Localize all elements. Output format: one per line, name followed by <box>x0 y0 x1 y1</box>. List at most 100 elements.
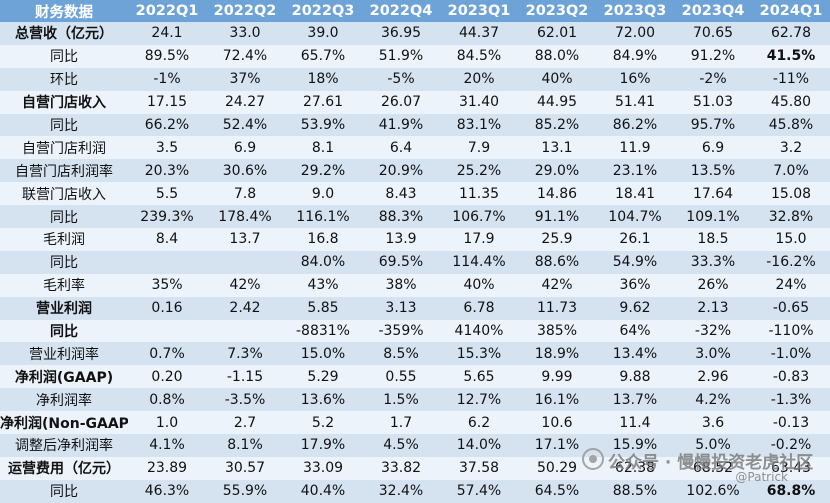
table-cell: -0.83 <box>752 365 830 389</box>
table-cell: 57.4% <box>440 479 518 503</box>
table-cell: -5% <box>362 67 440 91</box>
table-cell: 26% <box>674 273 752 297</box>
table-cell: 20.3% <box>128 159 206 183</box>
row-label: 同比 <box>0 250 128 274</box>
table-cell: 41.5% <box>752 44 830 68</box>
table-cell: 24% <box>752 273 830 297</box>
table-cell: 41.9% <box>362 113 440 137</box>
row-label: 净利润(Non-GAAP) <box>0 411 128 435</box>
row-label: 毛利率 <box>0 273 128 297</box>
table-cell: -11% <box>752 67 830 91</box>
table-cell: 3.6 <box>674 411 752 435</box>
table-cell: 5.5 <box>128 182 206 206</box>
table-cell <box>206 250 284 274</box>
table-cell: 46.3% <box>128 479 206 503</box>
table-cell: 65.7% <box>284 44 362 68</box>
table-cell: 30.57 <box>206 456 284 480</box>
table-cell: 44.95 <box>518 90 596 114</box>
table-cell: 91.2% <box>674 44 752 68</box>
table-cell: 24.1 <box>128 22 206 45</box>
table-cell: 13.4% <box>596 342 674 366</box>
table-cell: 72.4% <box>206 44 284 68</box>
table-cell: -0.65 <box>752 296 830 320</box>
table-cell: 6.2 <box>440 411 518 435</box>
table-cell: 15.3% <box>440 342 518 366</box>
table-cell: 4.1% <box>128 434 206 457</box>
table-cell: 17.9% <box>284 434 362 457</box>
table-cell: 70.65 <box>674 22 752 45</box>
table-cell: -8831% <box>284 319 362 343</box>
table-cell: 0.16 <box>128 296 206 320</box>
table-cell: 33.3% <box>674 250 752 274</box>
table-cell: 3.2 <box>752 136 830 160</box>
table-cell: 84.9% <box>596 44 674 68</box>
table-row: 净利润率 0.8% -3.5% 13.6% 1.5% 12.7% 16.1% 13.7% 4.2… <box>0 388 830 412</box>
table-cell: 385% <box>518 319 596 343</box>
table-cell: 17.15 <box>128 90 206 114</box>
table-row: 总营收（亿元） 24.1 33.0 39.0 36.95 44.37 62.01 72.00 7… <box>0 22 830 45</box>
table-cell: 91.1% <box>518 205 596 229</box>
table-row: 同比 46.3% 55.9% 40.4% 32.4% 57.4% 64.5% 88.5% 102… <box>0 479 830 503</box>
table-cell: 32.4% <box>362 479 440 503</box>
table-row: 运营费用（亿元） 23.89 30.57 33.09 33.82 37.58 50.29 62… <box>0 456 830 480</box>
table-cell: 45.80 <box>752 90 830 114</box>
table-cell: 51.41 <box>596 90 674 114</box>
table-cell: 62.78 <box>752 22 830 45</box>
table-cell: 68.8% <box>752 479 830 503</box>
table-cell: 2.13 <box>674 296 752 320</box>
table-cell: 5.0% <box>674 434 752 457</box>
table-cell: 11.4 <box>596 411 674 435</box>
table-cell: 10.6 <box>518 411 596 435</box>
table-cell: 84.0% <box>284 250 362 274</box>
table-cell: 2.42 <box>206 296 284 320</box>
header-cell: 2023Q1 <box>440 0 518 22</box>
table-cell: 1.0 <box>128 411 206 435</box>
table-cell: 106.7% <box>440 205 518 229</box>
header-row: 财务数据 2022Q1 2022Q2 2022Q3 2022Q4 2023Q1 … <box>0 0 830 22</box>
row-label: 同比 <box>0 319 128 343</box>
table-row: 净利润(Non-GAAP) 1.0 2.7 5.2 1.7 6.2 10.6 11.4 3.6-… <box>0 411 830 435</box>
table-cell: 0.20 <box>128 365 206 389</box>
table-cell: 95.7% <box>674 113 752 137</box>
table-cell: 23.89 <box>128 456 206 480</box>
table-cell: 3.0% <box>674 342 752 366</box>
header-cell: 2022Q1 <box>128 0 206 22</box>
header-cell: 2023Q3 <box>596 0 674 22</box>
table-cell: 50.29 <box>518 456 596 480</box>
table-cell: 116.1% <box>284 205 362 229</box>
table-row: 毛利润 8.4 13.7 16.8 13.9 17.9 25.9 26.1 18.5 15.0 <box>0 228 830 251</box>
table-cell: 26.07 <box>362 90 440 114</box>
table-cell: -16.2% <box>752 250 830 274</box>
table-cell: 17.1% <box>518 434 596 457</box>
table-cell: 0.7% <box>128 342 206 366</box>
table-cell: 51.03 <box>674 90 752 114</box>
table-cell: 109.1% <box>674 205 752 229</box>
table-cell: 17.9 <box>440 228 518 251</box>
row-label: 调整后净利润率 <box>0 434 128 457</box>
table-cell: 33.82 <box>362 456 440 480</box>
table-cell: 37.58 <box>440 456 518 480</box>
table-cell: 88.0% <box>518 44 596 68</box>
table-cell: 16.8 <box>284 228 362 251</box>
table-cell: 6.78 <box>440 296 518 320</box>
table-cell: 7.9 <box>440 136 518 160</box>
table-cell: 5.2 <box>284 411 362 435</box>
table-cell: 6.9 <box>206 136 284 160</box>
table-cell: 8.5% <box>362 342 440 366</box>
table-cell: 7.8 <box>206 182 284 206</box>
row-label: 同比 <box>0 205 128 229</box>
table-row: 营业利润率 0.7% 7.3% 15.0% 8.5% 15.3% 18.9% 13.4% 3.0… <box>0 342 830 366</box>
table-cell: 29.0% <box>518 159 596 183</box>
table-cell: 33.09 <box>284 456 362 480</box>
table-cell: 27.61 <box>284 90 362 114</box>
table-cell: 52.4% <box>206 113 284 137</box>
table-cell <box>128 250 206 274</box>
table-cell: 5.65 <box>440 365 518 389</box>
header-cell: 2024Q1 <box>752 0 830 22</box>
header-cell: 2022Q3 <box>284 0 362 22</box>
table-cell: 102.6% <box>674 479 752 503</box>
table-cell: 18% <box>284 67 362 91</box>
table-row: 自营门店利润率 20.3% 30.6% 29.2% 20.9% 25.2% 29.0% 23.… <box>0 159 830 183</box>
table-row: 营业利润 0.16 2.42 5.85 3.13 6.78 11.73 9.62 2.13 -0.… <box>0 296 830 320</box>
table-cell: 7.3% <box>206 342 284 366</box>
